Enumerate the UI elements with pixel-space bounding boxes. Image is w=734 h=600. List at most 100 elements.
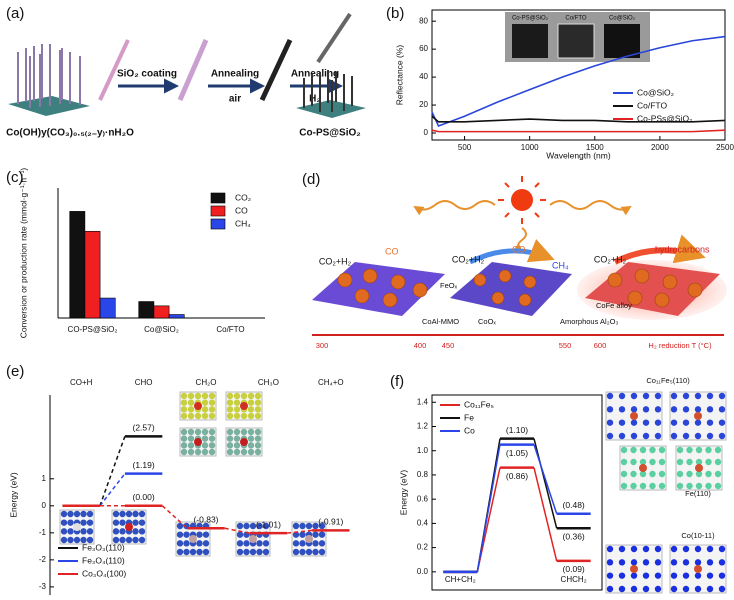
- adsorbate: [694, 565, 702, 573]
- category-label: CH₃O: [258, 378, 279, 387]
- atom: [706, 392, 714, 400]
- atom: [318, 531, 326, 538]
- x-tick-label: 1500: [586, 143, 604, 152]
- data-line: [431, 115, 726, 123]
- bar: [84, 231, 101, 319]
- atom: [670, 585, 678, 593]
- atom: [718, 392, 726, 400]
- atom: [670, 559, 678, 566]
- atom: [187, 435, 195, 442]
- nanowire-array: [17, 44, 81, 108]
- atom: [80, 510, 87, 518]
- atom: [194, 412, 202, 420]
- adsorbate: [125, 523, 133, 531]
- flow-arrow: [613, 234, 706, 265]
- atom: [714, 470, 722, 478]
- atom: [208, 435, 216, 442]
- atom: [180, 406, 188, 413]
- atom: [187, 406, 195, 413]
- atom: [254, 448, 262, 456]
- atom: [670, 392, 678, 400]
- y-axis-label: Reflectance (%): [394, 45, 404, 106]
- atom: [254, 406, 262, 413]
- atom: [292, 522, 300, 530]
- atom: [642, 545, 650, 553]
- atom: [256, 540, 263, 547]
- atom: [694, 545, 702, 553]
- atom: [642, 419, 650, 426]
- atom: [180, 428, 188, 436]
- panel-label: (f): [390, 373, 404, 390]
- atom: [187, 448, 195, 456]
- atom: [606, 419, 614, 426]
- atom: [67, 510, 74, 518]
- atom: [639, 458, 647, 466]
- atom: [630, 559, 638, 566]
- atom: [247, 406, 255, 413]
- atom: [119, 519, 126, 526]
- atom: [606, 392, 614, 400]
- atom: [658, 470, 666, 478]
- atom: [208, 442, 216, 449]
- atom: [112, 536, 120, 544]
- panel-label: (d): [302, 171, 320, 188]
- atom: [618, 585, 626, 593]
- product-label: CO: [385, 246, 399, 256]
- atom: [73, 510, 81, 518]
- atom: [196, 540, 203, 547]
- value-label: (-0.83): [193, 514, 218, 524]
- atom: [606, 585, 614, 593]
- atom: [60, 510, 68, 518]
- atom: [183, 531, 190, 538]
- value-label: (2.57): [132, 423, 154, 433]
- data-line: [431, 129, 726, 133]
- atom: [201, 412, 209, 420]
- atom: [202, 548, 210, 556]
- atom: [654, 545, 662, 553]
- y-tick-label: 1.0: [417, 446, 429, 455]
- atom: [649, 446, 656, 454]
- atom: [318, 548, 326, 556]
- atom: [86, 519, 94, 526]
- atom: [201, 428, 209, 436]
- atom: [318, 540, 326, 547]
- bar: [69, 211, 86, 319]
- atom: [180, 412, 188, 420]
- atom: [233, 442, 241, 449]
- atom: [67, 528, 74, 535]
- structure-image: [605, 544, 663, 594]
- precursor-label: Co(OH)y(CO₃)₀.₅₍₂₋y₎·nH₂O: [6, 128, 134, 139]
- atom: [630, 458, 637, 466]
- category-label: CH₄+O: [318, 378, 344, 387]
- structure-label: Co(10-11): [681, 531, 715, 540]
- component-label: FeOₓ: [440, 281, 458, 290]
- atom: [292, 548, 300, 556]
- atom: [718, 545, 726, 553]
- atom: [676, 446, 684, 454]
- value-label: (1.05): [506, 448, 528, 458]
- y-tick-label: -3: [39, 582, 47, 591]
- y-tick-label: -2: [39, 555, 47, 564]
- product-label: Co-PS@SiO₂: [299, 128, 360, 139]
- atom: [714, 446, 722, 454]
- atom: [642, 432, 650, 440]
- product-label: CH₄: [552, 260, 569, 270]
- atom: [630, 446, 637, 454]
- adsorbate: [194, 402, 202, 410]
- y-tick-label: 1: [42, 474, 47, 483]
- atom: [682, 559, 690, 566]
- connector: [99, 473, 126, 507]
- annealed-nanowire: [259, 38, 293, 102]
- atom: [714, 458, 722, 466]
- atom: [249, 522, 257, 530]
- atom: [86, 528, 94, 535]
- y-tick-label: 0: [424, 128, 429, 137]
- atom: [658, 458, 666, 466]
- panel-d: (d) CO₂+H₂ CO CO₂+H₂ CO CH₄ CO₂+H₂ hydro…: [302, 171, 727, 350]
- atom: [233, 399, 241, 406]
- atom: [686, 458, 693, 466]
- component-label: Amorphous Al₂O₃: [560, 317, 619, 326]
- atom: [194, 448, 202, 456]
- atom: [658, 446, 666, 454]
- atom: [618, 559, 626, 566]
